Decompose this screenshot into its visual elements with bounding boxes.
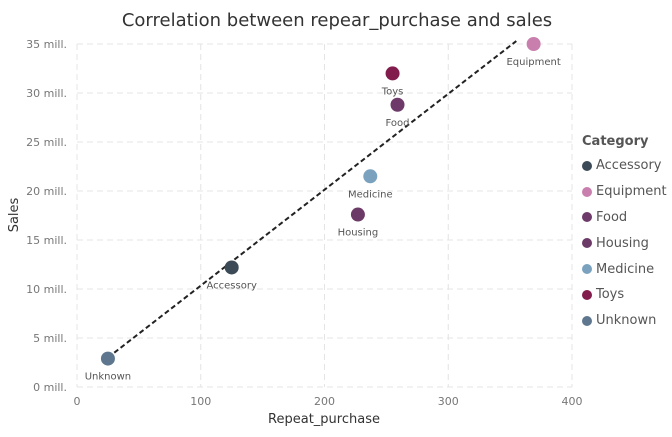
x-tick-label: 400 <box>562 395 583 408</box>
legend-label: Medicine <box>596 261 655 277</box>
legend-marker <box>582 264 592 275</box>
y-tick-label: 15 mill. <box>26 234 67 247</box>
data-point-equipment[interactable] <box>526 37 541 51</box>
legend-item-accessory[interactable]: Accessory <box>582 153 667 179</box>
legend-marker <box>582 238 592 249</box>
x-tick-label: 0 <box>74 395 81 408</box>
x-axis-ticks: 0 100 200 300 400 <box>74 395 583 408</box>
legend-label: Equipment <box>596 184 667 200</box>
point-label-equipment: Equipment <box>506 57 560 68</box>
points-layer <box>100 37 541 366</box>
point-label-accessory: Accessory <box>206 280 256 291</box>
chart-title: Correlation between repear_purchase and … <box>122 10 552 31</box>
data-point-toys[interactable] <box>385 66 400 81</box>
y-tick-label: 5 mill. <box>33 332 67 345</box>
y-tick-label: 10 mill. <box>26 283 67 296</box>
point-labels-layer: Unknown Accessory Housing Medicine Toys Food E… <box>85 57 561 383</box>
point-label-housing: Housing <box>338 228 379 239</box>
legend-label: Unknown <box>596 313 657 329</box>
legend-item-medicine[interactable]: Medicine <box>582 256 667 282</box>
point-label-food: Food <box>386 118 410 129</box>
legend-marker <box>582 160 592 171</box>
legend-item-equipment[interactable]: Equipment <box>582 179 667 205</box>
legend-title: Category <box>582 134 649 149</box>
legend: Category Accessory Equipment Food Housing Me… <box>582 134 667 334</box>
legend-item-unknown[interactable]: Unknown <box>582 308 667 334</box>
legend-marker <box>582 289 592 300</box>
data-point-unknown[interactable] <box>100 351 115 366</box>
y-tick-label: 0 mill. <box>33 381 67 394</box>
x-axis-label: Repeat_purchase <box>268 412 380 427</box>
data-point-housing[interactable] <box>350 207 365 222</box>
y-tick-label: 30 mill. <box>26 87 67 100</box>
x-tick-label: 200 <box>314 395 335 408</box>
legend-label: Toys <box>596 287 625 303</box>
data-point-food[interactable] <box>390 97 405 112</box>
legend-label: Housing <box>596 235 649 251</box>
legend-label: Accessory <box>596 158 662 174</box>
y-tick-label: 20 mill. <box>26 185 67 198</box>
data-point-medicine[interactable] <box>363 169 378 184</box>
data-point-accessory[interactable] <box>224 260 239 275</box>
point-label-medicine: Medicine <box>348 189 393 200</box>
point-label-toys: Toys <box>381 86 404 97</box>
legend-item-housing[interactable]: Housing <box>582 230 667 256</box>
y-axis-ticks: 0 mill. 5 mill. 10 mill. 15 mill. 20 mill. 25… <box>26 38 67 394</box>
legend-items: Accessory Equipment Food Housing Medicine Toy… <box>582 153 667 334</box>
trend-line <box>107 40 517 359</box>
x-tick-label: 300 <box>438 395 459 408</box>
legend-marker <box>582 212 592 223</box>
point-label-unknown: Unknown <box>85 372 131 383</box>
y-tick-label: 35 mill. <box>26 38 67 51</box>
y-tick-label: 25 mill. <box>26 136 67 149</box>
y-axis-label: Sales <box>7 197 22 232</box>
grid-layer <box>76 43 573 388</box>
legend-item-food[interactable]: Food <box>582 205 667 231</box>
legend-label: Food <box>596 209 628 225</box>
x-tick-label: 100 <box>190 395 211 408</box>
legend-item-toys[interactable]: Toys <box>582 282 667 308</box>
legend-marker <box>582 186 592 197</box>
legend-marker <box>582 315 592 326</box>
